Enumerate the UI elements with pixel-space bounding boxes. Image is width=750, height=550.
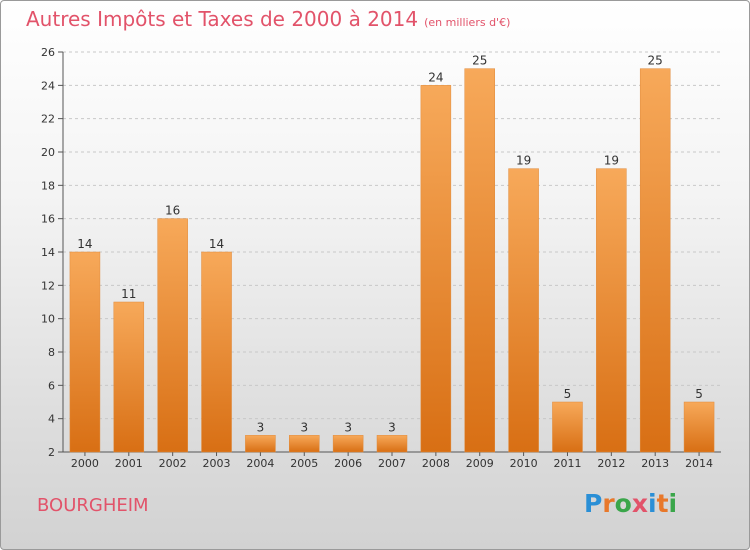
bar-2008 — [420, 85, 452, 453]
proxiti-logo: Proxiti — [584, 489, 677, 518]
y-tick-label: 20 — [41, 146, 55, 159]
y-tick-label: 6 — [48, 379, 55, 392]
bar-2011 — [552, 401, 583, 453]
x-tick-label: 2009 — [466, 457, 494, 470]
bar-2005 — [289, 435, 320, 453]
logo-letter: P — [584, 489, 603, 518]
logo-letter: o — [614, 489, 632, 518]
logo-letter: r — [602, 489, 615, 518]
bar-2003 — [201, 251, 232, 453]
x-tick-label: 2008 — [422, 457, 450, 470]
x-tick-label: 2011 — [553, 457, 581, 470]
chart-title-unit: (en milliers d'€) — [424, 16, 511, 29]
bar-2001 — [113, 301, 145, 453]
bar-2009 — [464, 68, 495, 453]
x-tick-label: 2003 — [203, 457, 231, 470]
bar-value-label: 3 — [300, 420, 308, 434]
bar-value-label: 25 — [472, 54, 487, 68]
bar-2000 — [69, 251, 101, 453]
y-tick-label: 18 — [41, 179, 55, 192]
x-tick-label: 2005 — [290, 457, 318, 470]
x-tick-label: 2010 — [510, 457, 538, 470]
bar-value-label: 14 — [77, 237, 92, 251]
bar-value-label: 5 — [695, 387, 703, 401]
y-tick-label: 12 — [41, 279, 55, 292]
bar-value-label: 3 — [257, 420, 265, 434]
bar-value-label: 24 — [428, 70, 443, 84]
x-tick-label: 2002 — [159, 457, 187, 470]
bar-2007 — [376, 435, 408, 453]
logo-letter: t — [656, 489, 669, 518]
labels: 14 2000 11 2001 16 2002 14 2003 3 2004 3 2005 3 2006 3… — [71, 54, 713, 470]
logo-letter: x — [631, 489, 648, 518]
y-tick-label: 10 — [41, 313, 55, 326]
x-tick-label: 2007 — [378, 457, 406, 470]
y-tick-label: 24 — [41, 79, 55, 92]
y-tick-label: 4 — [48, 413, 55, 426]
y-tick-label: 16 — [41, 213, 55, 226]
bar-value-label: 3 — [344, 420, 352, 434]
bar-2014 — [683, 401, 715, 453]
x-tick-label: 2013 — [641, 457, 669, 470]
bar-2012 — [596, 168, 627, 453]
bars — [69, 68, 715, 453]
bar-value-label: 11 — [121, 287, 136, 301]
bar-2013 — [639, 68, 671, 453]
y-tick-label: 8 — [48, 346, 55, 359]
chart-title: Autres Impôts et Taxes de 2000 à 2014 (en… — [26, 7, 510, 31]
bar-value-label: 5 — [564, 387, 572, 401]
bar-value-label: 14 — [209, 237, 224, 251]
chart-title-text: Autres Impôts et Taxes de 2000 à 2014 — [26, 7, 419, 31]
x-tick-label: 2004 — [246, 457, 274, 470]
bar-value-label: 3 — [388, 420, 396, 434]
y-tick-label: 14 — [41, 246, 55, 259]
y-tick-label: 22 — [41, 113, 55, 126]
x-tick-label: 2006 — [334, 457, 362, 470]
bar-value-label: 19 — [604, 154, 619, 168]
place-name: BOURGHEIM — [37, 495, 149, 516]
bar-value-label: 16 — [165, 204, 180, 218]
x-tick-label: 2014 — [685, 457, 713, 470]
bar-value-label: 19 — [516, 154, 531, 168]
x-tick-label: 2001 — [115, 457, 143, 470]
logo-letter: i — [648, 489, 657, 518]
y-tick-label: 2 — [48, 446, 55, 459]
bar-2002 — [157, 218, 188, 453]
bar-2006 — [332, 435, 364, 453]
bar-2004 — [245, 435, 276, 453]
y-tick-label: 26 — [41, 46, 55, 59]
bar-2010 — [508, 168, 539, 453]
x-tick-label: 2012 — [597, 457, 625, 470]
x-tick-label: 2000 — [71, 457, 99, 470]
bar-value-label: 25 — [648, 54, 663, 68]
logo-letter: i — [668, 489, 678, 518]
